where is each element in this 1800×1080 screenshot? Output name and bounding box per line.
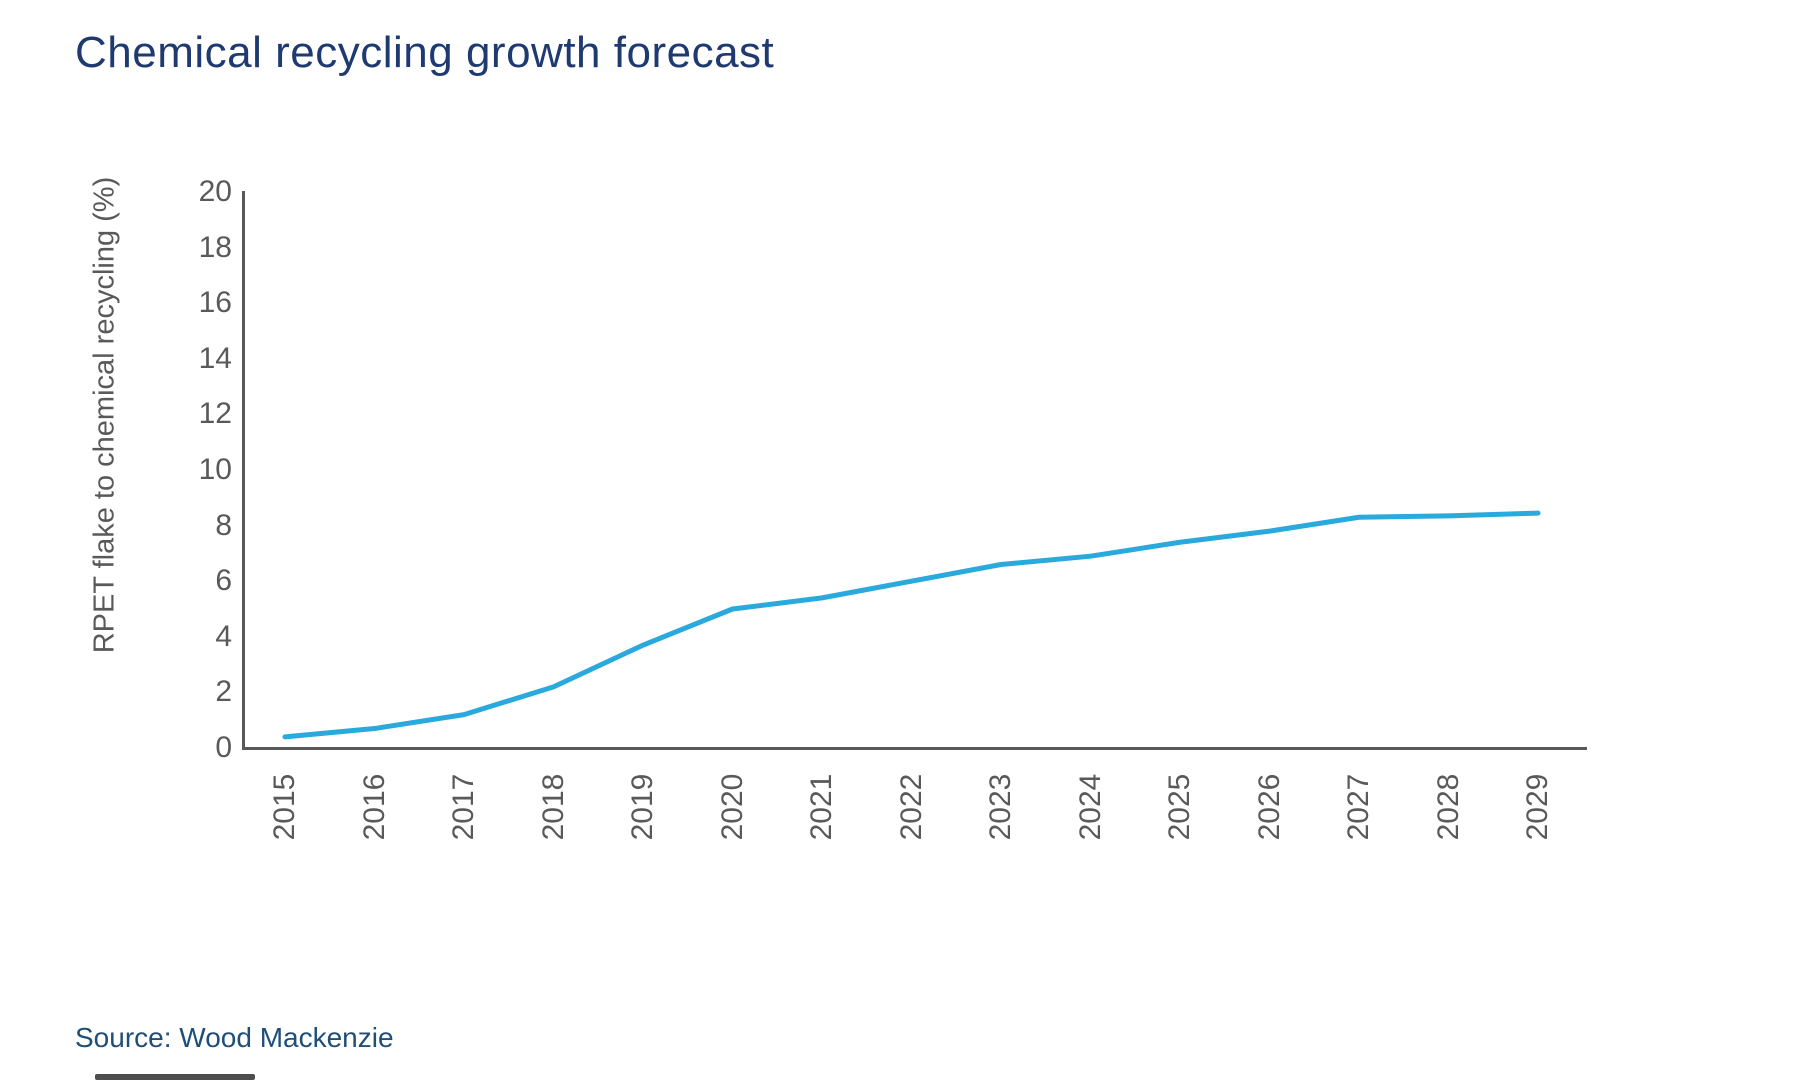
y-tick-label: 18	[198, 230, 232, 264]
source-caption: Source: Wood Mackenzie	[75, 1022, 394, 1053]
y-tick-label: 8	[215, 508, 232, 542]
x-tick-label: 2019	[626, 773, 659, 841]
data-line-rpet	[282, 510, 1541, 740]
y-axis-title: RPET flake to chemical recycling (%)	[88, 176, 121, 654]
y-tick-label: 6	[215, 564, 232, 598]
x-axis-line	[242, 747, 1587, 750]
y-tick-label: 2	[215, 675, 232, 709]
x-tick-label: 2016	[357, 773, 391, 841]
x-tick-label: 2025	[1163, 773, 1196, 841]
x-tick-label: 2018	[536, 773, 570, 841]
y-tick-label: 14	[198, 341, 232, 375]
x-tick-label: 2022	[894, 773, 928, 841]
x-tick-label: 2029	[1521, 773, 1554, 841]
bottom-edge-artifact	[95, 1074, 255, 1080]
y-tick-label: 4	[215, 619, 232, 653]
x-tick-label: 2023	[984, 773, 1017, 841]
x-tick-label: 2017	[447, 773, 480, 841]
y-tick-label: 16	[198, 286, 232, 320]
x-tick-label: 2015	[268, 773, 301, 841]
y-axis-line	[242, 191, 245, 750]
chart-title: Chemical recycling growth forecast	[75, 28, 775, 77]
y-tick-label: 0	[215, 731, 232, 764]
x-tick-label: 2020	[715, 773, 749, 841]
y-tick-label: 12	[198, 397, 232, 431]
x-tick-label: 2027	[1342, 773, 1375, 841]
x-tick-label: 2026	[1252, 773, 1286, 841]
y-tick-label: 20	[198, 175, 232, 208]
x-tick-label: 2021	[805, 773, 838, 841]
x-tick-label: 2028	[1431, 773, 1465, 841]
line-chart	[282, 510, 1541, 740]
y-tick-label: 10	[198, 453, 232, 486]
x-tick-label: 2024	[1073, 773, 1107, 841]
